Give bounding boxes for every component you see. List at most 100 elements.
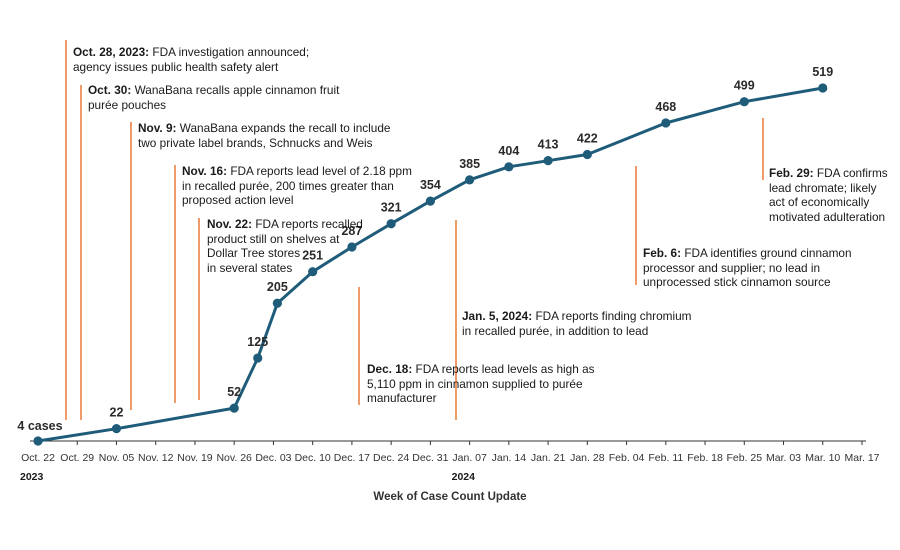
x-tick-label: Mar. 10 (805, 452, 840, 464)
data-point (739, 97, 749, 107)
annotation-line-text: lead chromate; likely (769, 180, 877, 195)
annotation-line-text: in recalled purée, in addition to lead (462, 323, 649, 338)
x-tick-label: Oct. 22 (21, 452, 55, 464)
data-value-label: 251 (302, 249, 323, 263)
annotation-line-text: two private label brands, Schnucks and W… (138, 135, 373, 150)
annotation-line-text: in recalled purée, 200 times greater tha… (182, 178, 394, 193)
annotation-line-text: Oct. 30: WanaBana recalls apple cinnamon… (88, 83, 340, 97)
data-value-labels: 4 cases 22 52 125 205 251 287 321 354 385 404 413 42… (17, 65, 833, 433)
data-points (33, 83, 828, 446)
data-value-label: 4 cases (17, 419, 62, 433)
annotation-line-text: Nov. 16: FDA reports lead level of 2.18 … (182, 164, 412, 178)
data-point (425, 196, 435, 206)
year-label: 2024 (452, 471, 476, 483)
annotation-line-text: Dollar Tree stores (207, 246, 301, 260)
x-tick-label: Jan. 07 (452, 452, 487, 464)
annotation-date: Nov. 22: (207, 217, 253, 231)
x-tick-label: Dec. 31 (412, 452, 448, 464)
annotation-oct30: Oct. 30: WanaBana recalls apple cinnamon… (88, 83, 339, 112)
data-point (465, 175, 475, 185)
annotation-line-text: 5,110 ppm in cinnamon supplied to purée (367, 376, 583, 391)
annotation-oct28: Oct. 28, 2023: FDA investigation announc… (73, 45, 309, 74)
annotation-line-text: Dec. 18: FDA reports lead levels as high… (367, 362, 595, 376)
annotation-date: Nov. 9: (138, 121, 177, 135)
data-value-label: 499 (734, 79, 755, 93)
x-tick-label: Feb. 18 (687, 452, 723, 464)
annotation-line-text: Nov. 22: FDA reports recalled (207, 217, 363, 231)
data-point (111, 424, 122, 434)
annotation-line-text: manufacturer (367, 391, 437, 405)
x-axis-ticks (37, 441, 863, 445)
x-tick-label: Feb. 11 (648, 452, 683, 464)
annotation-dec18: Dec. 18: FDA reports lead levels as high… (367, 362, 595, 406)
x-axis-title: Week of Case Count Update (373, 491, 526, 503)
annotation-line-text: agency issues public health safety alert (73, 59, 279, 74)
x-tick-label: Jan. 28 (570, 452, 605, 464)
data-value-label: 125 (247, 335, 268, 349)
x-axis-year-labels: 2023 2024 (20, 471, 475, 483)
annotation-date: Jan. 5, 2024: (462, 309, 533, 323)
annotation-line-text: Feb. 6: FDA identifies ground cinnamon (643, 246, 852, 260)
x-tick-label: Jan. 21 (531, 452, 566, 464)
annotation-line-text: proposed action level (182, 193, 294, 207)
annotation-line-text: purée pouches (88, 97, 167, 112)
data-point (308, 267, 318, 277)
annotation-line-text: Jan. 5, 2024: FDA reports finding chromi… (462, 309, 692, 323)
x-tick-label: Dec. 17 (334, 452, 370, 464)
x-tick-label: Dec. 03 (255, 452, 291, 464)
annotation-feb6: Feb. 6: FDA identifies ground cinnamon pr… (643, 246, 852, 290)
x-tick-label: Jan. 14 (492, 452, 527, 464)
annotation-line-text: Feb. 29: FDA confirms (769, 166, 888, 180)
annotation-line-text: unprocessed stick cinnamon source (643, 275, 831, 289)
data-value-label: 519 (812, 65, 833, 79)
data-value-label: 413 (538, 138, 559, 152)
data-value-label: 422 (577, 131, 598, 145)
annotation-date: Oct. 28, 2023: (73, 45, 150, 59)
x-tick-label: Nov. 19 (177, 452, 213, 464)
annotation-nov9: Nov. 9: WanaBana expands the recall to i… (138, 121, 390, 150)
data-value-label: 22 (110, 406, 124, 420)
x-axis-tick-labels: Oct. 22 Oct. 29 Nov. 05 Nov. 12 Nov. 19 Nov. … (21, 452, 880, 464)
annotation-date: Nov. 16: (182, 164, 228, 178)
annotation-nov16: Nov. 16: FDA reports lead level of 2.18 … (182, 164, 412, 208)
annotation-line-text: in several states (207, 260, 293, 275)
annotation-line-text: motivated adulteration (769, 209, 886, 224)
data-point (229, 403, 239, 413)
annotation-nov22: Nov. 22: FDA reports recalled product sti… (207, 217, 363, 275)
year-label: 2023 (20, 471, 44, 483)
x-tick-label: Nov. 12 (138, 452, 174, 464)
x-tick-label: Feb. 04 (609, 452, 645, 464)
x-tick-label: Oct. 29 (60, 452, 94, 464)
data-value-label: 321 (381, 201, 402, 215)
data-point (543, 156, 553, 166)
annotation-date: Feb. 29: (769, 166, 814, 180)
annotation-date: Feb. 6: (643, 246, 682, 260)
data-value-label: 404 (498, 144, 519, 158)
data-point (386, 219, 396, 229)
data-point (33, 436, 43, 446)
data-point (582, 149, 592, 160)
annotation-lines (65, 40, 764, 420)
x-tick-label: Nov. 05 (99, 452, 135, 464)
x-tick-label: Dec. 24 (373, 452, 409, 464)
data-value-label: 287 (341, 224, 362, 238)
data-value-label: 205 (267, 280, 288, 294)
data-point (347, 242, 357, 252)
data-point (504, 162, 514, 172)
annotation-line-text: processor and supplier; no lead in (643, 260, 821, 275)
annotation-jan5: Jan. 5, 2024: FDA reports finding chromi… (462, 309, 692, 338)
data-value-label: 468 (655, 100, 676, 114)
data-point (253, 353, 263, 363)
data-value-label: 354 (420, 178, 441, 192)
annotation-date: Dec. 18: (367, 362, 413, 376)
x-tick-label: Mar. 17 (844, 452, 879, 464)
series-line-cases (37, 86, 824, 443)
data-point (818, 83, 828, 93)
annotation-line-text: act of economically (769, 195, 870, 209)
x-tick-label: Feb. 25 (726, 452, 762, 464)
annotation-feb29: Feb. 29: FDA confirms lead chromate; like… (769, 166, 888, 224)
annotation-line-text: Nov. 9: WanaBana expands the recall to i… (138, 121, 391, 135)
annotation-date: Oct. 30: (88, 83, 132, 97)
data-value-label: 385 (459, 157, 480, 171)
